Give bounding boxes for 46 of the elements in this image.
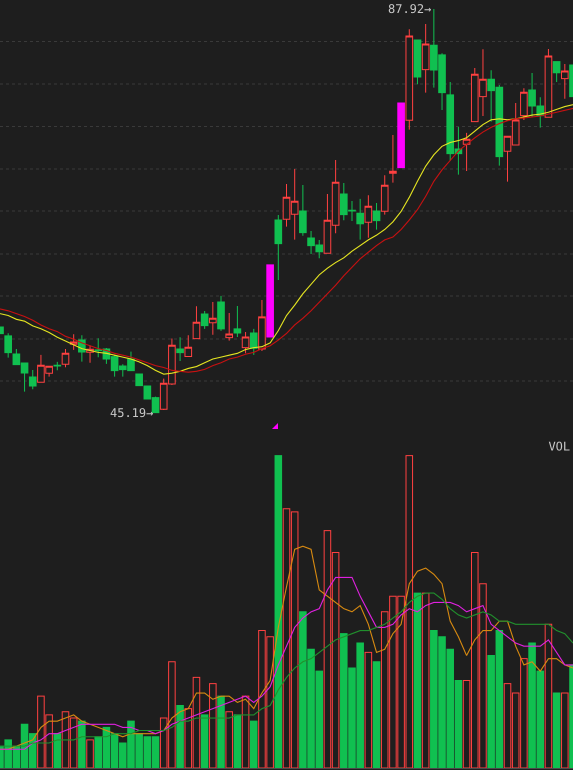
candlestick	[520, 88, 528, 120]
candlestick	[258, 300, 266, 352]
candlestick	[372, 202, 380, 230]
candlestick	[28, 369, 37, 390]
candlestick	[544, 48, 552, 118]
candlestick	[561, 64, 569, 100]
candlestick	[422, 24, 430, 94]
bar	[200, 714, 208, 768]
candlestick	[364, 194, 372, 238]
candlestick	[250, 328, 258, 356]
bar	[176, 705, 184, 768]
bar	[414, 592, 422, 768]
candlestick	[234, 305, 242, 338]
candlestick	[414, 39, 422, 85]
bar	[372, 661, 380, 768]
candlestick	[356, 198, 364, 240]
candlestick	[462, 132, 470, 172]
bar	[552, 692, 560, 768]
annotation: 45.19→	[110, 406, 154, 420]
candlestick	[62, 348, 70, 368]
candlestick	[217, 295, 225, 332]
candlestick	[53, 361, 62, 371]
candlestick	[192, 306, 200, 340]
annotation: 87.92→	[388, 2, 432, 16]
bar	[54, 733, 62, 768]
candlestick	[552, 61, 560, 82]
candlestick	[70, 334, 78, 350]
bar	[274, 455, 282, 768]
candlestick	[200, 310, 208, 330]
candlestick	[184, 334, 192, 357]
candlestick	[4, 332, 12, 358]
candlestick	[299, 184, 307, 236]
bar	[250, 720, 258, 768]
candlestick	[389, 134, 397, 184]
candlestick	[176, 336, 184, 362]
candlestick	[225, 312, 234, 342]
bar	[217, 696, 225, 768]
candlestick	[209, 301, 217, 336]
bar	[234, 714, 242, 768]
candlestick	[242, 331, 250, 354]
candlestick	[405, 28, 414, 130]
candlestick	[380, 174, 389, 216]
candlestick	[266, 264, 274, 338]
candlestick	[397, 102, 405, 168]
bar	[78, 720, 86, 768]
candlestick	[274, 214, 282, 280]
